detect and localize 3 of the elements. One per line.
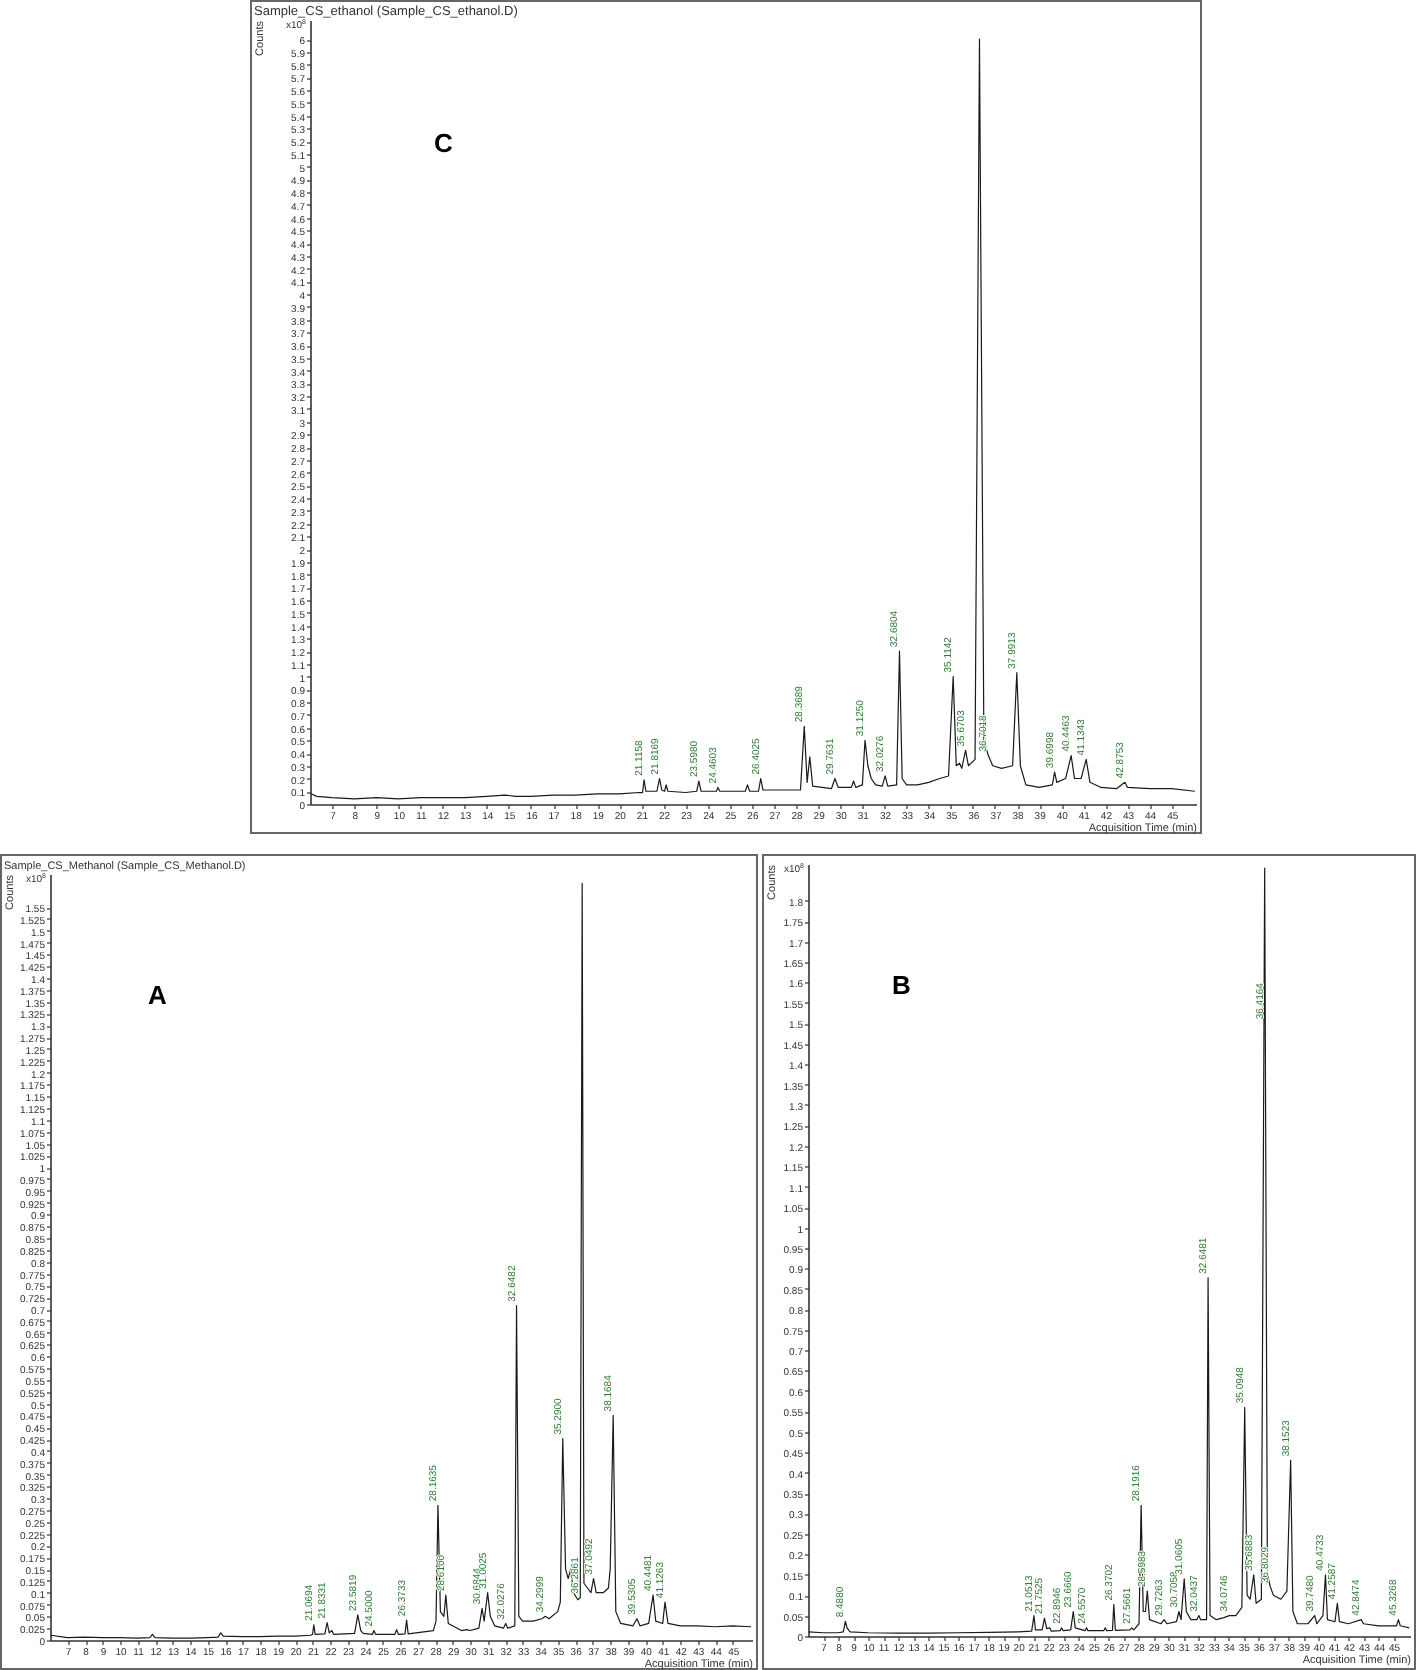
annotation: C	[434, 128, 453, 158]
annotation: B	[892, 970, 911, 1000]
annotation: A	[148, 980, 167, 1010]
